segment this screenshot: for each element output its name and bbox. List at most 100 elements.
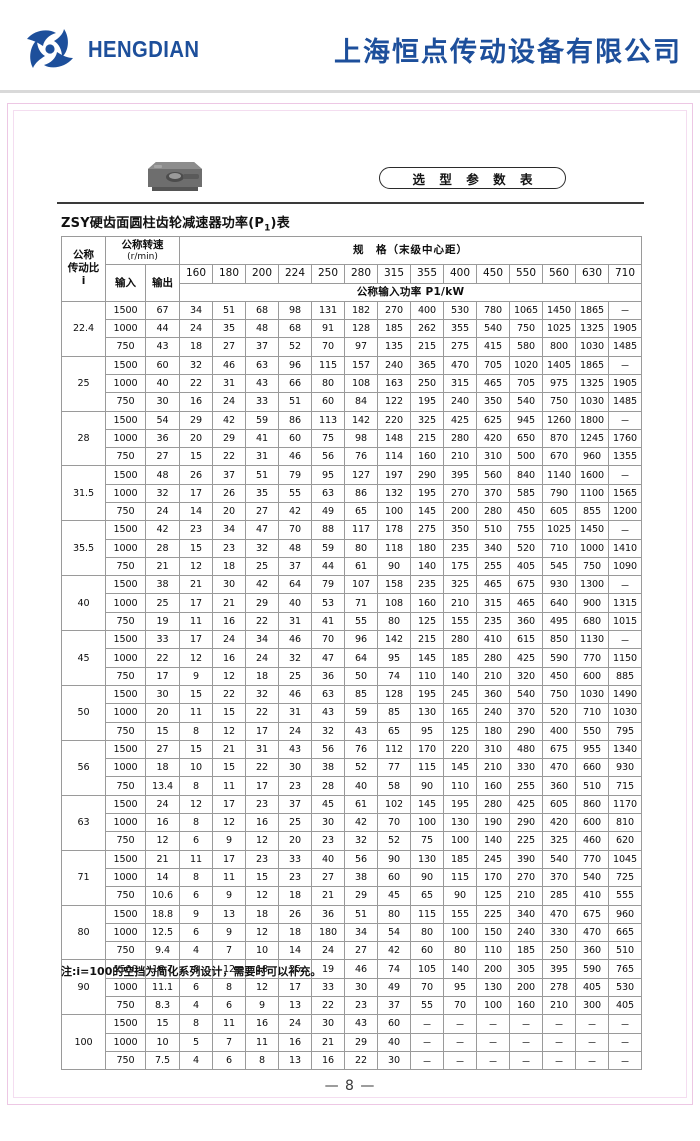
cell-power-710: 1905 xyxy=(607,319,643,339)
cell-rpm-output: 67 xyxy=(145,300,180,321)
cell-power-200: 27 xyxy=(245,501,279,522)
cell-power-550: 210 xyxy=(509,886,543,906)
cell-power-550: 750 xyxy=(509,319,543,339)
cell-rpm-output: 30 xyxy=(145,392,180,412)
cell-ratio: 40 xyxy=(61,575,106,632)
cell-power-280: 64 xyxy=(344,648,378,668)
cell-power-355: 170 xyxy=(410,739,444,760)
cell-power-450: 255 xyxy=(476,556,510,577)
cell-power-355: 235 xyxy=(410,575,444,595)
cell-power-355: 195 xyxy=(410,392,444,412)
cell-power-160: 8 xyxy=(179,721,213,741)
cell-power-160: 8 xyxy=(179,1014,213,1034)
cell-rpm-input: 1000 xyxy=(105,1032,146,1052)
cell-power-250: 53 xyxy=(311,593,345,613)
cell-power-450: 350 xyxy=(476,392,510,412)
cell-power-710: 1340 xyxy=(607,739,643,760)
cell-power-315: 30 xyxy=(377,1050,411,1071)
cell-power-224: 30 xyxy=(278,758,312,778)
cell-power-450: 210 xyxy=(476,666,510,686)
cell-power-224: 18 xyxy=(278,922,312,943)
cell-power-200: 32 xyxy=(245,684,279,705)
cell-power-710: 1090 xyxy=(607,556,643,577)
cell-power-550: 675 xyxy=(509,575,543,595)
cell-power-200: 29 xyxy=(245,593,279,613)
cell-power-400: 470 xyxy=(443,355,477,375)
cell-power-560: 420 xyxy=(542,813,576,833)
cell-power-250: 131 xyxy=(311,300,345,321)
cell-power-200: 31 xyxy=(245,739,279,760)
table-row: 1000 28 15 23 32 48 59 80 118 180 235 340 520 710 1000… xyxy=(62,538,643,558)
cell-power-250: 59 xyxy=(311,538,345,558)
cell-power-710: 1030 xyxy=(607,703,643,723)
cell-power-160: 26 xyxy=(179,465,213,485)
cell-power-355: － xyxy=(410,1014,444,1034)
cell-power-560: 545 xyxy=(542,556,576,577)
table-row: 100 1500 15 8 11 16 24 30 43 60 －－－－－－－ xyxy=(61,1014,643,1071)
cell-power-710: 530 xyxy=(607,977,643,998)
cell-power-710: 510 xyxy=(607,941,643,961)
cell-power-630: 900 xyxy=(575,593,609,613)
spec-table-head: 公称 传动比 i 公称转速 (r/min) 规 格（末级中心距） 输入 输出 1… xyxy=(61,235,643,302)
cell-power-224: 46 xyxy=(278,630,312,650)
cell-power-560: 250 xyxy=(542,941,576,961)
cell-power-355: － xyxy=(410,1050,444,1071)
cell-power-560: 675 xyxy=(542,739,576,760)
cell-power-224: 20 xyxy=(278,831,312,851)
cell-power-550: 450 xyxy=(509,501,543,522)
cell-power-450: 465 xyxy=(476,373,510,394)
cell-power-180: 12 xyxy=(212,666,246,686)
cell-power-630: 540 xyxy=(575,867,609,888)
cell-power-280: 29 xyxy=(344,886,378,906)
cell-power-355: 275 xyxy=(410,520,444,540)
cell-power-315: 240 xyxy=(377,355,411,375)
cell-power-355: 125 xyxy=(410,611,444,632)
cell-power-355: 145 xyxy=(410,648,444,668)
cell-rpm-input: 1000 xyxy=(105,758,146,778)
spec-table: 公称 传动比 i 公称转速 (r/min) 规 格（末级中心距） 输入 输出 1… xyxy=(61,235,643,1071)
cell-power-160: 9 xyxy=(179,904,213,924)
cell-power-280: 97 xyxy=(344,337,378,357)
cell-rpm-input: 750 xyxy=(105,666,146,686)
cell-power-560: 870 xyxy=(542,428,576,449)
cell-power-710: － xyxy=(607,1014,643,1034)
cell-power-550: 185 xyxy=(509,941,543,961)
cell-power-280: 43 xyxy=(344,721,378,741)
cell-power-250: 63 xyxy=(311,684,345,705)
cell-power-450: 225 xyxy=(476,904,510,924)
cell-power-315: 158 xyxy=(377,575,411,595)
cell-power-550: 290 xyxy=(509,813,543,833)
cell-power-315: 108 xyxy=(377,593,411,613)
cell-power-200: 25 xyxy=(245,556,279,577)
cell-power-450: 150 xyxy=(476,922,510,943)
cell-rpm-input: 1000 xyxy=(105,593,146,613)
cell-power-450: 100 xyxy=(476,995,510,1016)
cell-power-180: 16 xyxy=(212,648,246,668)
cell-power-280: 85 xyxy=(344,684,378,705)
cell-power-560: 1260 xyxy=(542,410,576,430)
cell-power-280: 127 xyxy=(344,465,378,485)
cell-power-400: 350 xyxy=(443,520,477,540)
cell-power-250: 41 xyxy=(311,611,345,632)
cell-ratio: 22.4 xyxy=(61,300,106,357)
cell-power-160: 11 xyxy=(179,849,213,869)
cell-power-630: 1000 xyxy=(575,538,609,558)
cell-power-224: 79 xyxy=(278,465,312,485)
cell-power-710: － xyxy=(607,520,643,540)
cell-ratio: 50 xyxy=(61,684,106,741)
cell-power-315: 95 xyxy=(377,648,411,668)
cell-power-200: 63 xyxy=(245,355,279,375)
cell-power-224: 17 xyxy=(278,977,312,998)
cell-power-160: 16 xyxy=(179,392,213,412)
cell-power-450: 415 xyxy=(476,337,510,357)
cell-power-450: 210 xyxy=(476,758,510,778)
cell-power-550: 840 xyxy=(509,465,543,485)
cell-power-280: 65 xyxy=(344,501,378,522)
cell-power-250: 40 xyxy=(311,849,345,869)
cell-power-250: 56 xyxy=(311,739,345,760)
cell-rpm-input: 750 xyxy=(105,392,146,412)
cell-power-560: 930 xyxy=(542,575,576,595)
cell-power-280: 38 xyxy=(344,867,378,888)
cell-power-710: 1485 xyxy=(607,337,643,357)
